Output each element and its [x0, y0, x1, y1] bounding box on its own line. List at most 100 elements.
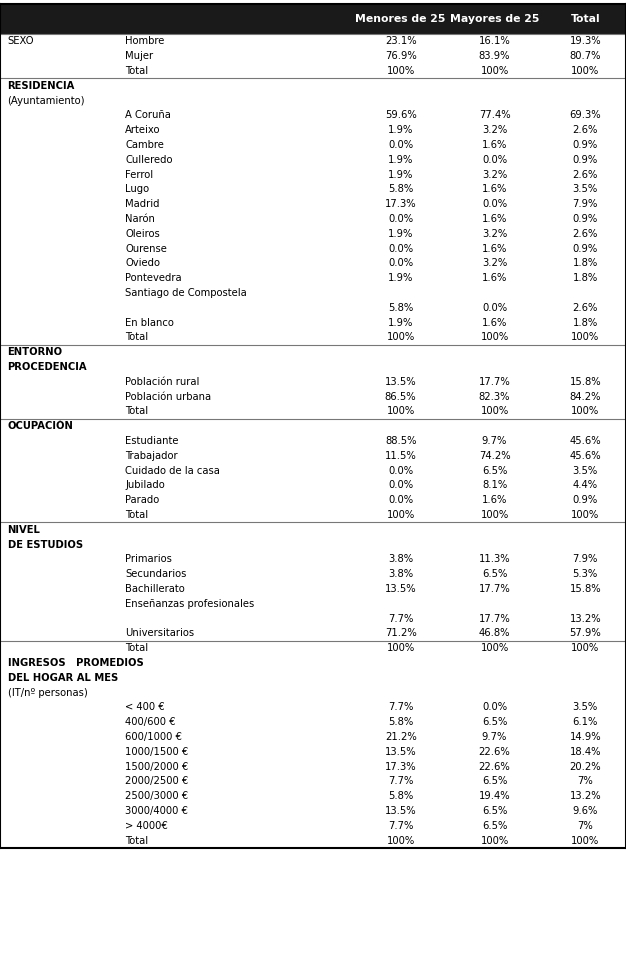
- Text: 0.0%: 0.0%: [388, 244, 413, 253]
- Text: 5.3%: 5.3%: [573, 569, 598, 580]
- Text: 400/600 €: 400/600 €: [125, 717, 176, 728]
- Text: 1.8%: 1.8%: [573, 258, 598, 269]
- Text: 0.9%: 0.9%: [573, 214, 598, 224]
- Text: 0.9%: 0.9%: [573, 140, 598, 150]
- Text: 100%: 100%: [571, 510, 600, 520]
- Text: 46.8%: 46.8%: [479, 628, 510, 638]
- Text: 0.9%: 0.9%: [573, 495, 598, 506]
- Text: 3.2%: 3.2%: [482, 169, 507, 179]
- Text: 21.2%: 21.2%: [385, 732, 416, 742]
- Text: 7.7%: 7.7%: [388, 776, 413, 786]
- Text: Total: Total: [125, 643, 148, 654]
- Text: Jubilado: Jubilado: [125, 480, 165, 490]
- Text: 74.2%: 74.2%: [479, 451, 510, 461]
- Text: Hombre: Hombre: [125, 36, 165, 47]
- Text: Lugo: Lugo: [125, 184, 150, 195]
- Text: 16.1%: 16.1%: [479, 36, 510, 47]
- Text: 5.8%: 5.8%: [388, 303, 413, 313]
- Text: 0.0%: 0.0%: [388, 258, 413, 269]
- Text: 71.2%: 71.2%: [385, 628, 416, 638]
- Text: 57.9%: 57.9%: [570, 628, 601, 638]
- Text: 1.6%: 1.6%: [482, 214, 507, 224]
- Text: 0.0%: 0.0%: [388, 214, 413, 224]
- Text: Oviedo: Oviedo: [125, 258, 160, 269]
- Text: Bachillerato: Bachillerato: [125, 584, 185, 594]
- Text: Universitarios: Universitarios: [125, 628, 194, 638]
- Text: 7%: 7%: [577, 821, 593, 831]
- Text: 80.7%: 80.7%: [570, 52, 601, 61]
- Text: INGRESOS   PROMEDIOS: INGRESOS PROMEDIOS: [8, 658, 143, 668]
- Text: 0.0%: 0.0%: [482, 200, 507, 209]
- Text: 100%: 100%: [386, 643, 415, 654]
- Text: OCUPACIÓN: OCUPACIÓN: [8, 421, 73, 431]
- Text: 45.6%: 45.6%: [570, 436, 601, 446]
- Text: 82.3%: 82.3%: [479, 392, 510, 401]
- Text: 9.7%: 9.7%: [482, 436, 507, 446]
- Text: 3.2%: 3.2%: [482, 126, 507, 135]
- Text: 11.3%: 11.3%: [479, 554, 510, 564]
- Text: 7%: 7%: [577, 776, 593, 786]
- Text: 0.0%: 0.0%: [388, 466, 413, 475]
- Text: Narón: Narón: [125, 214, 155, 224]
- Text: 100%: 100%: [571, 836, 600, 845]
- Text: Mujer: Mujer: [125, 52, 153, 61]
- Text: 0.0%: 0.0%: [482, 303, 507, 313]
- Text: 19.4%: 19.4%: [479, 791, 510, 802]
- Text: Menores de 25: Menores de 25: [356, 14, 446, 24]
- Text: 17.7%: 17.7%: [479, 584, 510, 594]
- Text: Cuidado de la casa: Cuidado de la casa: [125, 466, 220, 475]
- Text: 9.7%: 9.7%: [482, 732, 507, 742]
- Text: < 400 €: < 400 €: [125, 702, 165, 712]
- Text: 9.6%: 9.6%: [573, 806, 598, 816]
- Text: 13.5%: 13.5%: [385, 806, 416, 816]
- Text: 6.5%: 6.5%: [482, 821, 507, 831]
- Text: 2500/3000 €: 2500/3000 €: [125, 791, 188, 802]
- Text: Enseñanzas profesionales: Enseñanzas profesionales: [125, 599, 254, 609]
- Text: 13.5%: 13.5%: [385, 584, 416, 594]
- Text: 2.6%: 2.6%: [573, 126, 598, 135]
- Text: 3.2%: 3.2%: [482, 229, 507, 239]
- Text: Población urbana: Población urbana: [125, 392, 212, 401]
- Text: 100%: 100%: [571, 332, 600, 343]
- Text: NIVEL: NIVEL: [8, 525, 41, 535]
- Text: 5.8%: 5.8%: [388, 717, 413, 728]
- Bar: [0, 4, 626, 34]
- Text: Santiago de Compostela: Santiago de Compostela: [125, 288, 247, 298]
- Text: 100%: 100%: [480, 332, 509, 343]
- Text: DEL HOGAR AL MES: DEL HOGAR AL MES: [8, 673, 118, 683]
- Text: Total: Total: [570, 14, 600, 24]
- Text: > 4000€: > 4000€: [125, 821, 168, 831]
- Text: 17.3%: 17.3%: [385, 762, 416, 771]
- Text: 20.2%: 20.2%: [570, 762, 601, 771]
- Text: 7.7%: 7.7%: [388, 821, 413, 831]
- Text: 0.0%: 0.0%: [388, 480, 413, 490]
- Text: 1.6%: 1.6%: [482, 140, 507, 150]
- Text: 1.9%: 1.9%: [388, 273, 413, 283]
- Text: 1.6%: 1.6%: [482, 273, 507, 283]
- Text: 2000/2500 €: 2000/2500 €: [125, 776, 188, 786]
- Text: 1.9%: 1.9%: [388, 169, 413, 179]
- Text: Parado: Parado: [125, 495, 160, 506]
- Text: Total: Total: [125, 510, 148, 520]
- Text: 5.8%: 5.8%: [388, 184, 413, 195]
- Text: 3.5%: 3.5%: [573, 702, 598, 712]
- Text: 1.6%: 1.6%: [482, 244, 507, 253]
- Text: 0.0%: 0.0%: [482, 155, 507, 165]
- Text: Estudiante: Estudiante: [125, 436, 178, 446]
- Text: 0.9%: 0.9%: [573, 244, 598, 253]
- Text: ENTORNO: ENTORNO: [8, 347, 63, 357]
- Text: 14.9%: 14.9%: [570, 732, 601, 742]
- Text: Total: Total: [125, 406, 148, 417]
- Text: 100%: 100%: [571, 66, 600, 76]
- Text: 3.8%: 3.8%: [388, 554, 413, 564]
- Text: 0.0%: 0.0%: [482, 702, 507, 712]
- Text: 3000/4000 €: 3000/4000 €: [125, 806, 188, 816]
- Text: Total: Total: [125, 836, 148, 845]
- Text: 1.6%: 1.6%: [482, 318, 507, 327]
- Text: 8.1%: 8.1%: [482, 480, 507, 490]
- Text: Cambre: Cambre: [125, 140, 164, 150]
- Text: 17.7%: 17.7%: [479, 377, 510, 387]
- Text: 86.5%: 86.5%: [385, 392, 416, 401]
- Text: 3.2%: 3.2%: [482, 258, 507, 269]
- Text: 15.8%: 15.8%: [570, 377, 601, 387]
